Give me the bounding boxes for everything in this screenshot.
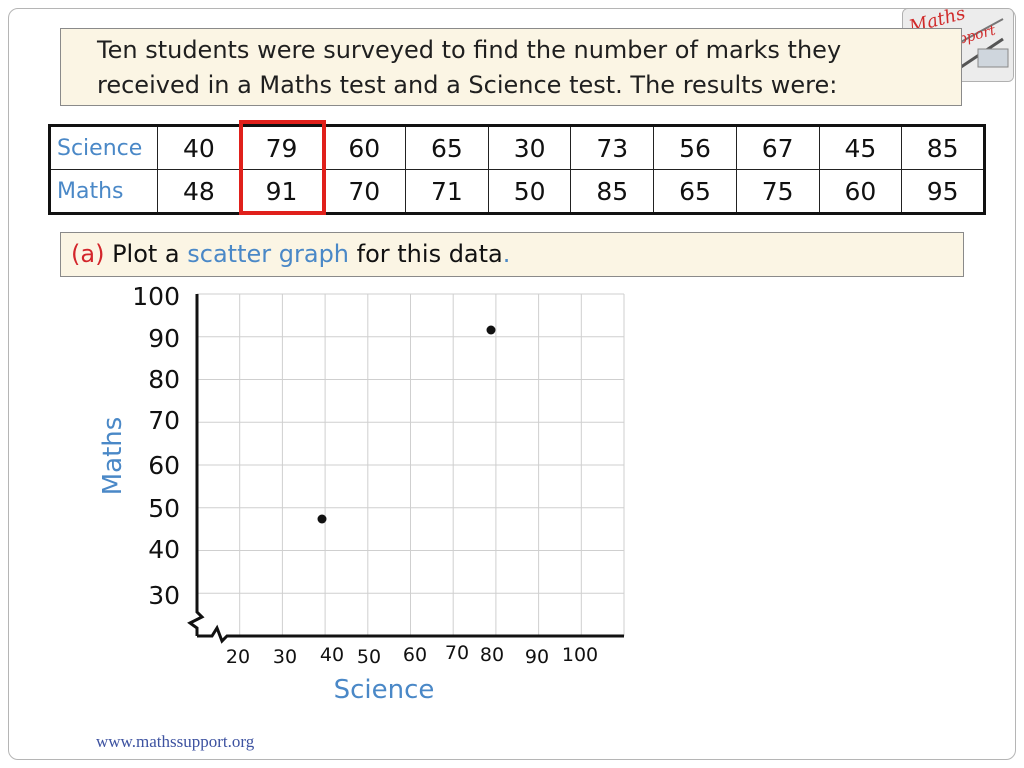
x-tick-label: 50: [357, 646, 381, 668]
table-cell: 40: [157, 125, 241, 170]
table-cell: 67: [735, 125, 820, 170]
row-label: Maths: [49, 169, 158, 214]
y-tick-label: 30: [148, 581, 180, 610]
table-cell: 65: [653, 169, 737, 214]
question-box: (a) Plot a scatter graph for this data.: [60, 232, 964, 277]
table-cell: 71: [405, 169, 489, 214]
y-tick-label: 90: [148, 324, 180, 353]
table-cell: 50: [487, 169, 572, 214]
data-point: [486, 325, 496, 335]
x-tick-label: 70: [445, 642, 469, 664]
table-cell: 91: [239, 169, 324, 214]
intro-text-box: Ten students were surveyed to find the n…: [60, 28, 962, 106]
y-tick-label: 50: [148, 494, 180, 523]
y-tick-label: 60: [148, 451, 180, 480]
table-row-science: Science 40 79 60 65 30 73 56 67 45 85: [49, 125, 985, 170]
y-axis: [187, 294, 205, 636]
question-letter: (a): [71, 240, 105, 268]
table-cell: 79: [239, 125, 324, 170]
x-tick-label: 40: [320, 644, 344, 666]
data-point: [317, 514, 327, 524]
y-tick-label: 40: [148, 535, 180, 564]
table-cell: 45: [818, 125, 903, 170]
table-cell: 73: [570, 125, 655, 170]
x-tick-label: 20: [226, 646, 250, 668]
question-end: .: [502, 240, 511, 268]
table-cell: 60: [322, 125, 407, 170]
table-cell: 60: [818, 169, 903, 214]
table-cell: 95: [901, 169, 985, 214]
row-label: Science: [49, 125, 158, 170]
y-tick-label: 70: [148, 406, 180, 435]
y-tick-label: 80: [148, 365, 180, 394]
x-axis: [197, 624, 624, 644]
table-cell: 85: [570, 169, 655, 214]
intro-line-2: received in a Maths test and a Science t…: [97, 71, 838, 99]
table-cell: 48: [157, 169, 241, 214]
table-cell: 30: [487, 125, 572, 170]
table-cell: 70: [322, 169, 407, 214]
x-tick-label: 60: [403, 644, 427, 666]
question-text-before: Plot a: [104, 240, 188, 268]
x-tick-label: 100: [562, 644, 598, 666]
y-axis-title: Maths: [98, 417, 128, 496]
question-term: scatter graph: [187, 240, 350, 268]
y-tick-label: 100: [132, 282, 180, 311]
intro-line-1: Ten students were surveyed to find the n…: [97, 36, 842, 64]
table-cell: 56: [653, 125, 737, 170]
x-tick-label: 80: [480, 644, 504, 666]
highlight-column-box: [239, 120, 326, 215]
footer-url[interactable]: www.mathssupport.org: [96, 732, 255, 751]
x-tick-label: 90: [525, 646, 549, 668]
question-text-after: for this data: [349, 240, 503, 268]
results-table: Science 40 79 60 65 30 73 56 67 45 85 Maths 48 91 70 71…: [48, 124, 986, 215]
x-axis-title: Science: [334, 675, 435, 705]
x-tick-label: 30: [273, 646, 297, 668]
table-row-maths: Maths 48 91 70 71 50 85 65 75 60 95: [49, 169, 985, 214]
